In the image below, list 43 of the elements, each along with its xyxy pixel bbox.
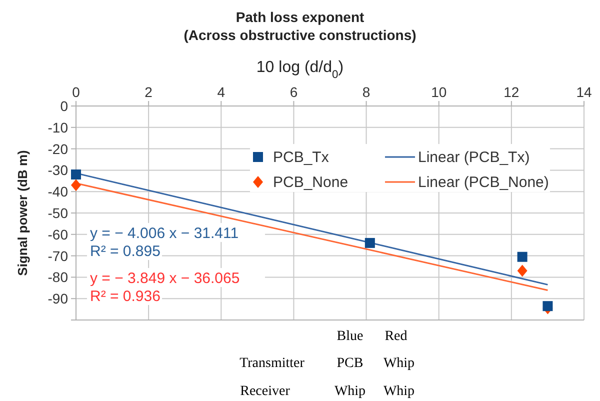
annotation: R² = 0.936 [90,288,160,305]
x-tick-label: 10 [431,84,447,100]
text: Whip [383,384,415,399]
y-tick-label: -80 [48,269,68,286]
legend-label: Linear (PCB_None) [418,174,549,191]
text: PCB [336,356,364,371]
y-tick-label: -90 [48,290,68,307]
x-tick-label: 0 [72,84,80,100]
point [517,264,528,277]
y-axis-title: Signal power (dB m) [15,150,30,276]
x-tick-label: 2 [144,84,153,100]
x-tick-label: 4 [217,84,226,100]
x-tick-label: 6 [290,84,298,100]
y-tick-label: -70 [48,248,68,264]
x-tick-label: 8 [362,84,370,100]
y-tick-label: -10 [48,119,68,136]
legend-label: PCB_Tx [273,149,330,166]
annotation: R² = 0.895 [90,243,160,260]
y-tick-label: -40 [48,184,68,200]
y-tick-label: -60 [48,226,68,242]
y-tick-label: 0 [60,98,68,114]
point [71,169,81,180]
legend-label: Linear (PCB_Tx) [418,149,530,166]
y-tick-label: -20 [48,140,68,157]
x-tick-label: 12 [504,84,520,100]
point [364,238,375,248]
chart-title: Path loss exponent (Across obstructive constructions) [184,9,416,43]
text: Whip [383,356,415,371]
annotation: y = − 3.849 x − 36.065 [90,270,240,287]
y-tick-label: -50 [48,205,68,221]
text: Transmitter [240,356,305,371]
point [542,301,553,312]
annotation: y = − 4.006 x − 31.411 [90,225,239,242]
point [71,179,81,192]
text: Blue [336,329,364,344]
x-tick-label: 14 [576,84,592,100]
x-axis-title: 10 log (d/d$_{0}$) [256,59,344,81]
y-tick-label: -30 [48,162,68,178]
text: Receiver [240,384,290,399]
text: Red [384,329,408,344]
text: Whip [334,384,366,399]
legend-label: PCB_None [273,174,348,191]
point [517,252,528,262]
